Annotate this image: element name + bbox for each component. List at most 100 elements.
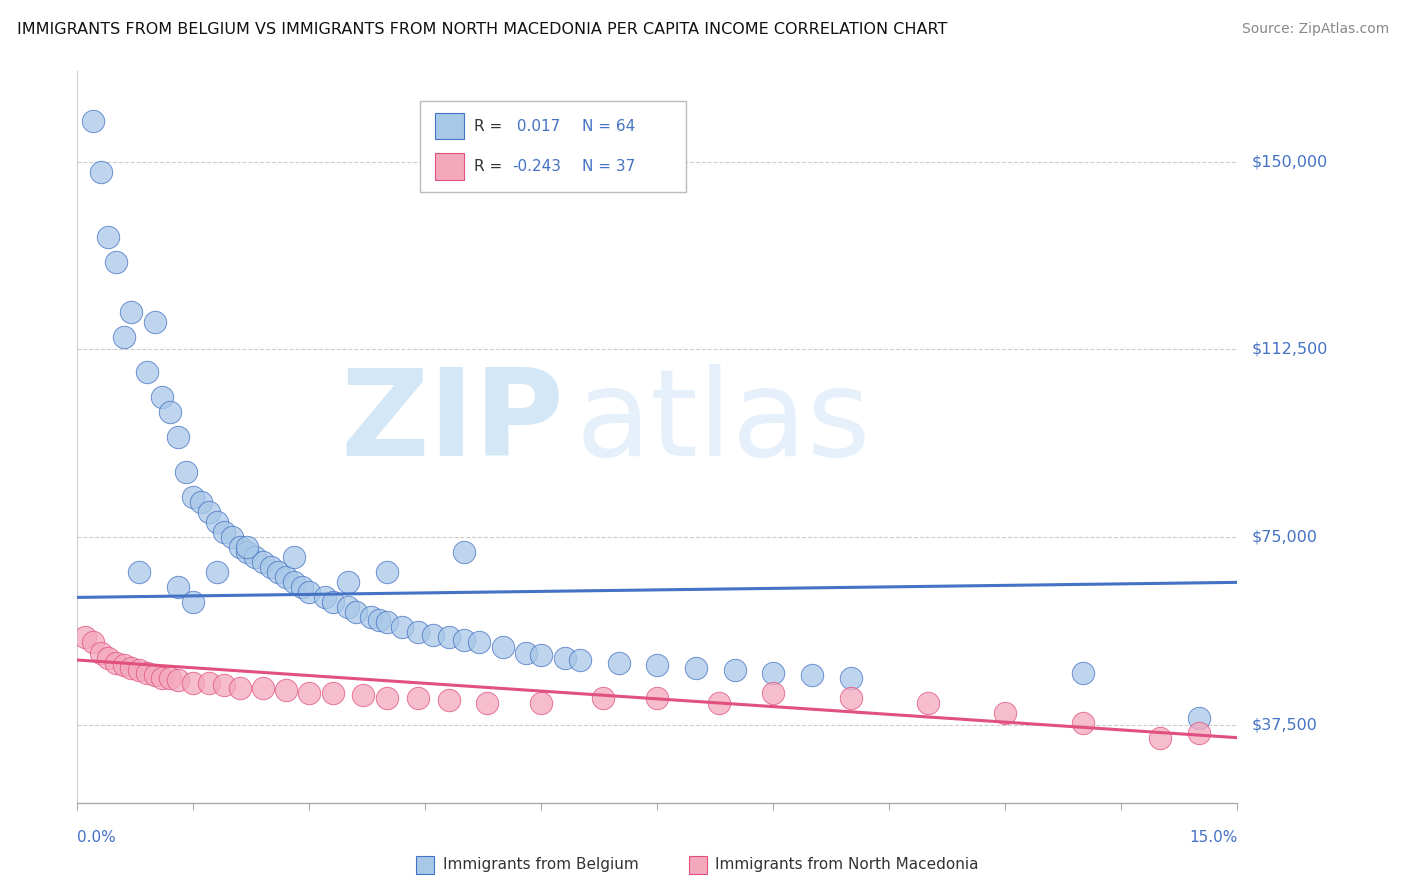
Point [994, 706, 1017, 720]
Point [276, 570, 298, 584]
Point [143, 315, 166, 329]
Point [762, 665, 785, 680]
Text: 0.0%: 0.0% [77, 830, 117, 846]
Point [724, 663, 747, 677]
Point [283, 575, 305, 590]
Point [128, 566, 150, 580]
Point [166, 580, 188, 594]
Point [82, 635, 104, 649]
Point [298, 585, 321, 599]
Text: R =: R = [474, 119, 502, 134]
Point [917, 696, 939, 710]
Point [245, 550, 267, 565]
Point [90, 646, 111, 660]
Point [839, 690, 862, 705]
Point [97, 229, 120, 244]
Text: Immigrants from North Macedonia: Immigrants from North Macedonia [716, 857, 979, 872]
Point [143, 668, 166, 682]
Point [75, 631, 96, 645]
Point [337, 575, 360, 590]
Point [375, 690, 398, 705]
Point [530, 648, 553, 662]
Text: IMMIGRANTS FROM BELGIUM VS IMMIGRANTS FROM NORTH MACEDONIA PER CAPITA INCOME COR: IMMIGRANTS FROM BELGIUM VS IMMIGRANTS FR… [17, 22, 948, 37]
Text: 0.017: 0.017 [512, 119, 561, 134]
Point [152, 390, 174, 404]
Point [183, 675, 205, 690]
Text: atlas: atlas [576, 364, 872, 481]
Point [205, 566, 228, 580]
Bar [434, 113, 464, 139]
Point [375, 615, 398, 630]
Point [152, 671, 174, 685]
Point [422, 628, 444, 642]
Point [360, 610, 382, 624]
Point [136, 665, 159, 680]
Point [252, 555, 274, 569]
Point [128, 663, 150, 677]
Point [112, 658, 135, 673]
Point [183, 490, 205, 504]
Text: N = 37: N = 37 [582, 159, 636, 174]
Point [228, 681, 252, 695]
Point [337, 600, 360, 615]
Point [112, 330, 135, 344]
Point [252, 681, 274, 695]
Point [322, 685, 344, 699]
Text: ZIP: ZIP [340, 364, 565, 481]
Point [205, 515, 228, 529]
Point [283, 550, 305, 565]
Point [291, 580, 314, 594]
Point [197, 675, 219, 690]
Point [709, 696, 731, 710]
Point [406, 690, 429, 705]
Point [592, 690, 614, 705]
Point [159, 405, 181, 419]
Point [314, 591, 336, 605]
Point [190, 495, 212, 509]
Point [801, 668, 824, 682]
Point [276, 683, 298, 698]
Point [453, 545, 475, 559]
Point [468, 635, 491, 649]
Point [228, 541, 252, 555]
Point [1071, 665, 1094, 680]
Point [159, 671, 181, 685]
Point [569, 653, 592, 667]
Point [492, 640, 515, 655]
FancyBboxPatch shape [419, 101, 686, 192]
Point [166, 430, 188, 444]
Bar [434, 153, 464, 179]
Point [375, 566, 398, 580]
Point [221, 530, 243, 544]
Point [607, 656, 630, 670]
Point [685, 660, 707, 674]
Point [183, 595, 205, 609]
Point [197, 505, 219, 519]
Point [267, 566, 290, 580]
Point [530, 696, 553, 710]
Text: Source: ZipAtlas.com: Source: ZipAtlas.com [1241, 22, 1389, 37]
Point [554, 650, 576, 665]
Point [174, 465, 197, 479]
Point [475, 696, 499, 710]
Point [121, 305, 143, 319]
Point [214, 678, 236, 692]
Point [236, 541, 259, 555]
Point [105, 254, 127, 268]
Point [236, 545, 259, 559]
Point [166, 673, 188, 687]
Point [839, 671, 862, 685]
Point [406, 625, 429, 640]
Text: Immigrants from Belgium: Immigrants from Belgium [443, 857, 638, 872]
Point [121, 660, 143, 674]
Text: R =: R = [474, 159, 502, 174]
Point [453, 632, 475, 647]
Text: $75,000: $75,000 [1251, 530, 1317, 545]
Text: $37,500: $37,500 [1251, 718, 1317, 732]
Text: $112,500: $112,500 [1251, 342, 1327, 357]
Point [260, 560, 283, 574]
Point [437, 693, 460, 707]
Point [647, 690, 669, 705]
Text: -0.243: -0.243 [512, 159, 561, 174]
Point [647, 658, 669, 673]
